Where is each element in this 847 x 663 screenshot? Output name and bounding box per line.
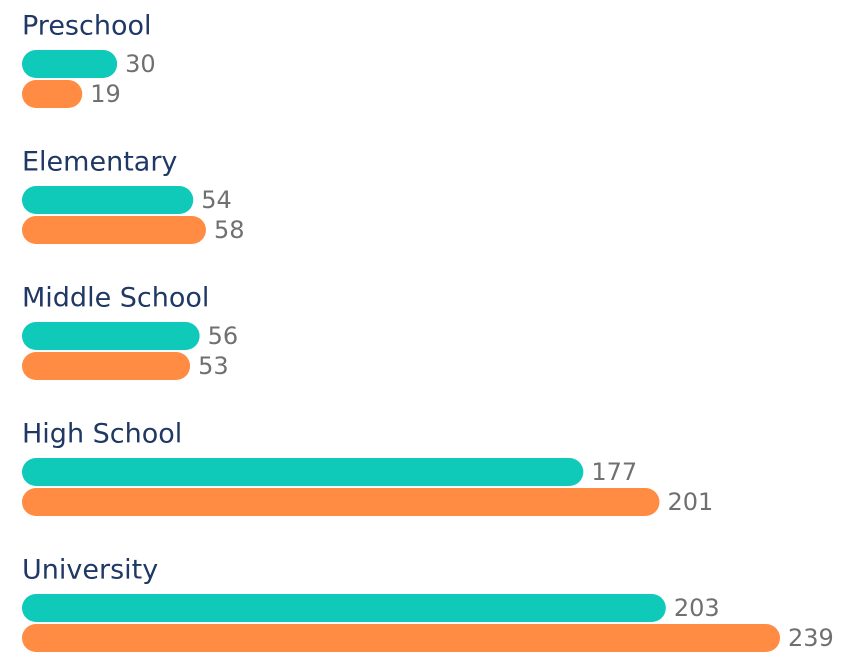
value-label: 56 <box>208 322 239 350</box>
value-label: 53 <box>198 352 229 380</box>
category-label: High School <box>22 419 182 450</box>
bar <box>22 488 660 516</box>
value-label: 19 <box>90 80 121 108</box>
value-label: 203 <box>674 594 720 622</box>
value-label: 177 <box>591 458 637 486</box>
bar <box>22 594 666 622</box>
bar <box>22 216 206 244</box>
bar <box>22 50 118 78</box>
value-label: 30 <box>125 50 156 78</box>
category-label: Middle School <box>22 283 209 314</box>
bar <box>22 322 200 350</box>
bar <box>22 352 191 380</box>
bar <box>22 80 83 108</box>
bar <box>22 624 780 652</box>
category-label: University <box>22 555 158 586</box>
category-label: Elementary <box>22 147 177 178</box>
category-label: Preschool <box>22 11 152 42</box>
bar <box>22 186 194 214</box>
value-label: 201 <box>667 488 713 516</box>
value-label: 239 <box>788 624 834 652</box>
value-label: 58 <box>214 216 245 244</box>
bar <box>22 458 584 486</box>
value-label: 54 <box>201 186 232 214</box>
